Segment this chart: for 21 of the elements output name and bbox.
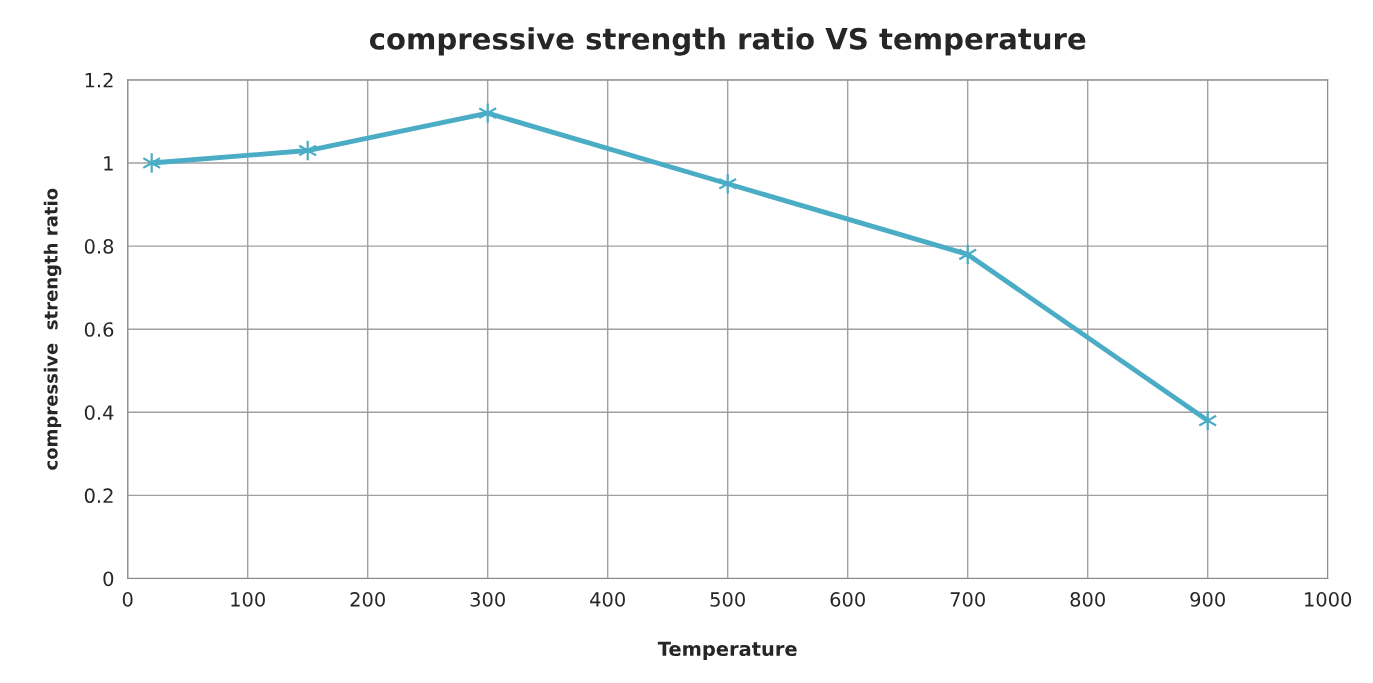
y-tick-label: 0.6 xyxy=(84,322,114,337)
y-tick-label: 0.4 xyxy=(84,405,114,420)
x-tick-label: 1000 xyxy=(1305,592,1352,607)
x-tick-label: 100 xyxy=(231,592,265,607)
y-tick-label: 1.2 xyxy=(85,72,113,88)
x-axis-title: Temperature xyxy=(657,641,797,660)
y-tick-label: 0.2 xyxy=(84,488,113,504)
x-tick-label: 0 xyxy=(122,592,133,607)
y-axis-title: compressive strength ratio xyxy=(43,188,62,470)
y-tick-label: 0 xyxy=(103,571,114,587)
y-tick-label: 1 xyxy=(104,156,113,171)
y-tick-label: 0.8 xyxy=(84,239,114,254)
x-tick-label: 500 xyxy=(710,592,745,607)
x-tick-label: 900 xyxy=(1190,592,1225,607)
x-tick-label: 200 xyxy=(350,592,385,607)
x-tick-label: 400 xyxy=(590,592,625,607)
x-tick-label: 700 xyxy=(950,592,985,607)
chart-title: compressive strength ratio VS temperature xyxy=(369,27,1086,56)
x-tick-label: 600 xyxy=(830,592,865,607)
x-tick-label: 300 xyxy=(470,592,505,607)
x-tick-label: 800 xyxy=(1070,592,1105,607)
